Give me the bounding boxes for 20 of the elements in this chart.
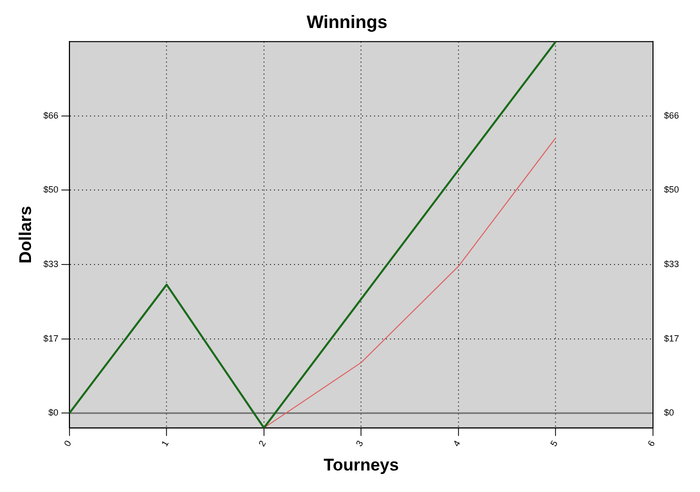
y2-tick-label: $50	[664, 184, 680, 195]
x-tick-label: 5	[548, 438, 560, 448]
y-tick-label: $33	[43, 258, 58, 269]
y-axis-title: Dollars	[16, 206, 35, 264]
y-tick-label: $50	[43, 184, 58, 195]
y-tick-label: $17	[43, 333, 58, 344]
y2-tick-label: $17	[664, 333, 680, 344]
chart-title: Winnings	[306, 12, 388, 32]
y2-tick-label: $66	[664, 110, 680, 120]
x-tick-label: 4	[451, 438, 462, 448]
y2-tick-label: $0	[664, 408, 674, 418]
x-tick-label: 1	[159, 438, 171, 448]
y-tick-label: $66	[43, 110, 58, 120]
y-tick-label: $0	[48, 408, 58, 418]
x-tick-label: 6	[646, 438, 657, 448]
x-tick-label: 3	[354, 438, 366, 448]
x-axis-title: Tourneys	[324, 455, 399, 474]
y2-tick-label: $33	[664, 258, 680, 269]
x-tick-label: 2	[256, 438, 268, 448]
x-tick-label: 0	[62, 438, 74, 448]
